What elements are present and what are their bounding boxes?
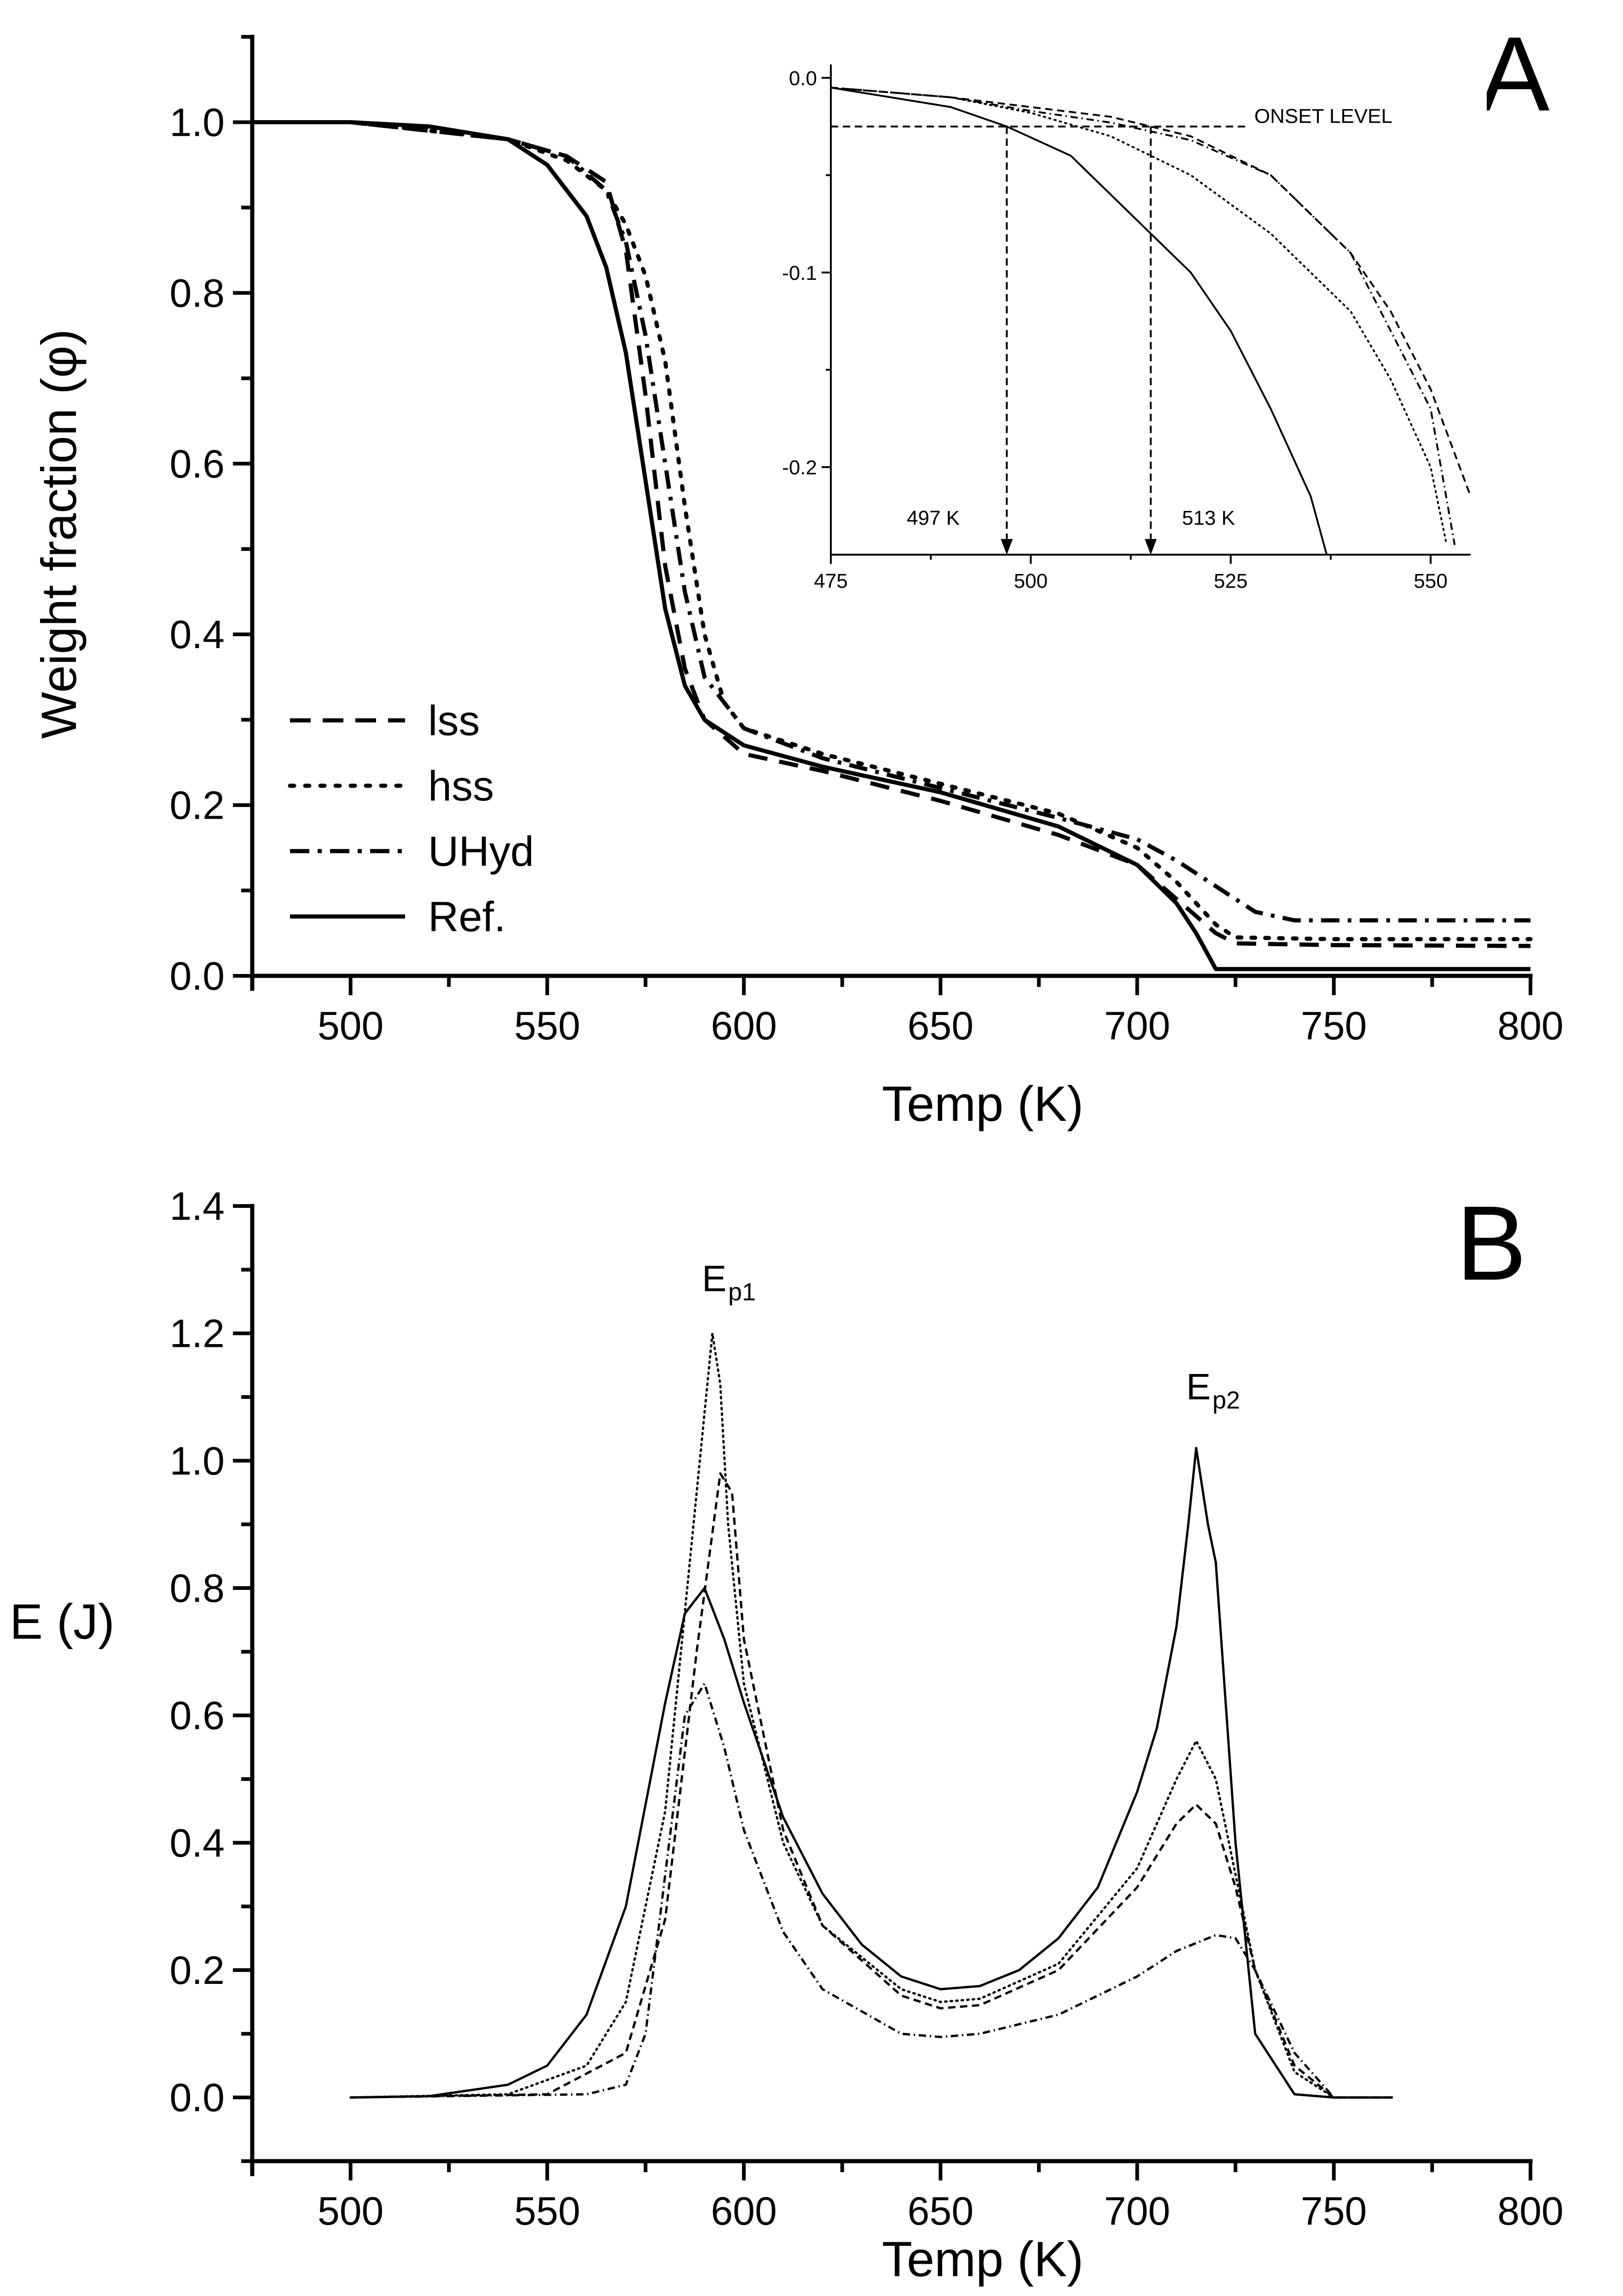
panel-b-x-tick-label: 600 [711,2189,777,2233]
panel-b-y-tick-label: 1.0 [169,1439,225,1483]
panel-a-y-tick-label: 1.0 [169,100,225,145]
inset-onset-label: ONSET LEVEL [1254,105,1392,128]
panel-b-axes [250,1204,1533,2176]
panel-a-x-tick-label: 700 [1104,1004,1171,1048]
panel-a-axes [250,35,1533,991]
panel-b-series-uhyd [350,1682,1393,2099]
panel-b-y-tick-label: 0.2 [169,1948,225,1993]
panel-a-y-axis-label: Weight fraction (φ) [31,329,87,739]
panel-a-letter: A [1479,15,1549,133]
inset-curves [830,87,1472,555]
inset-onset-arrow [1145,539,1157,555]
inset-x-tick-label: 475 [814,570,847,592]
inset-series-uhyd [830,87,1456,545]
inset-y-tick-label: 0.0 [789,67,817,90]
legend-label-hss: hss [428,763,494,810]
panel-a-x-tick-label: 750 [1301,1004,1367,1048]
inset-chart: 475 500 525 550 0.0 -0.1 -0.2 ONSET LEVEL 497 … [782,64,1487,592]
panel-b-series-lss [350,1472,1393,2099]
panel-b-y-tick-label: 1.2 [169,1312,225,1356]
panel-a-y-tick-label: 0.6 [169,442,225,486]
inset-y-tick-label: -0.2 [782,457,817,479]
panel-b-y-tick-label: 0.6 [169,1694,225,1738]
panel-b-curves [349,1332,1394,2099]
inset-ticks: 475 500 525 550 0.0 -0.1 -0.2 [782,67,1448,592]
peak-label-ep1-sub: p1 [728,1278,756,1306]
panel-b-letter: B [1456,1184,1526,1302]
panel-a-y-tick-label: 0.2 [169,783,225,828]
inset-x-tick-label: 550 [1414,570,1447,592]
panel-a-chart: 500 550 600 650 700 750 8000.00.20.40.60.81.0 … [31,15,1564,1131]
inset-series-lss [830,87,1472,497]
panel-a-curves [250,120,1533,971]
inset-onset-markers [831,125,1250,555]
panel-b-y-tick-label: 0.0 [169,2076,225,2120]
panel-a-y-tick-label: 0.8 [169,271,225,315]
panel-a-ticks: 500 550 600 650 700 750 800 0.0 0.2 0.4 0.6 0.8 1.0 [169,35,1564,1048]
peak-label-ep1: E p1 [702,1258,756,1306]
panel-b-ticks: 500 550 600 650 700 750 800 0.0 0.2 0.4 0.6 0.8 1.0 1… [169,1184,1563,2233]
panel-a-series-ref [252,120,1530,971]
inset-arrow-label-513: 513 K [1182,507,1235,529]
panel-b-x-tick-label: 500 [318,2189,384,2233]
panel-b-y-tick-label: 0.8 [169,1566,225,1611]
panel-b-series-ref [350,1447,1393,2099]
panel-a-x-tick-label: 600 [711,1004,777,1048]
panel-b-y-axis-label: E (J) [10,1594,115,1649]
panel-b-chart: 500 550 600 650 700 750 800 0.0 0.2 0.4 0.6 0.8 1.0 1… [10,1184,1564,2287]
panel-a-x-tick-label: 800 [1497,1004,1564,1048]
panel-b-x-axis-label: Temp (K) [882,2231,1084,2287]
panel-a-x-axis-label: Temp (K) [882,1076,1084,1131]
panel-b-x-tick-label: 750 [1301,2189,1367,2233]
inset-arrow-label-497: 497 K [907,507,960,529]
inset-x-tick-label: 525 [1214,570,1247,592]
legend-label-lss: lss [428,697,480,744]
panel-a-y-tick-label: 0.4 [169,613,225,657]
panel-b-x-tick-label: 650 [908,2189,974,2233]
panel-a-x-tick-label: 650 [908,1004,974,1048]
inset-background [824,64,1487,562]
legend-label-uhyd: UHyd [428,828,534,875]
panel-b-y-tick-label: 1.4 [169,1184,225,1229]
panel-b-x-tick-label: 800 [1497,2189,1564,2233]
inset-onset-arrow [1001,539,1013,555]
peak-label-ep2-main: E [1186,1366,1211,1407]
peak-label-ep2-sub: p2 [1212,1386,1240,1414]
panel-a-y-tick-label: 0.0 [169,954,225,998]
panel-b-series-hss [349,1332,1394,2099]
inset-y-tick-label: -0.1 [782,262,817,284]
panel-a-x-tick-label: 500 [318,1004,384,1048]
legend-label-ref: Ref. [428,893,506,940]
panel-a-legend: lss hss UHyd Ref. [288,697,534,940]
panel-a-series-uhyd [252,120,1530,922]
inset-series-hss [830,87,1448,546]
panel-a-x-tick-label: 550 [514,1004,580,1048]
inset-x-tick-label: 500 [1014,570,1048,592]
panel-b-x-tick-label: 550 [514,2189,580,2233]
inset-series-ref [830,87,1328,555]
peak-label-ep2: E p2 [1186,1366,1240,1414]
panel-b-y-tick-label: 0.4 [169,1821,225,1865]
panel-b-x-tick-label: 700 [1104,2189,1171,2233]
peak-label-ep1-main: E [702,1258,726,1299]
